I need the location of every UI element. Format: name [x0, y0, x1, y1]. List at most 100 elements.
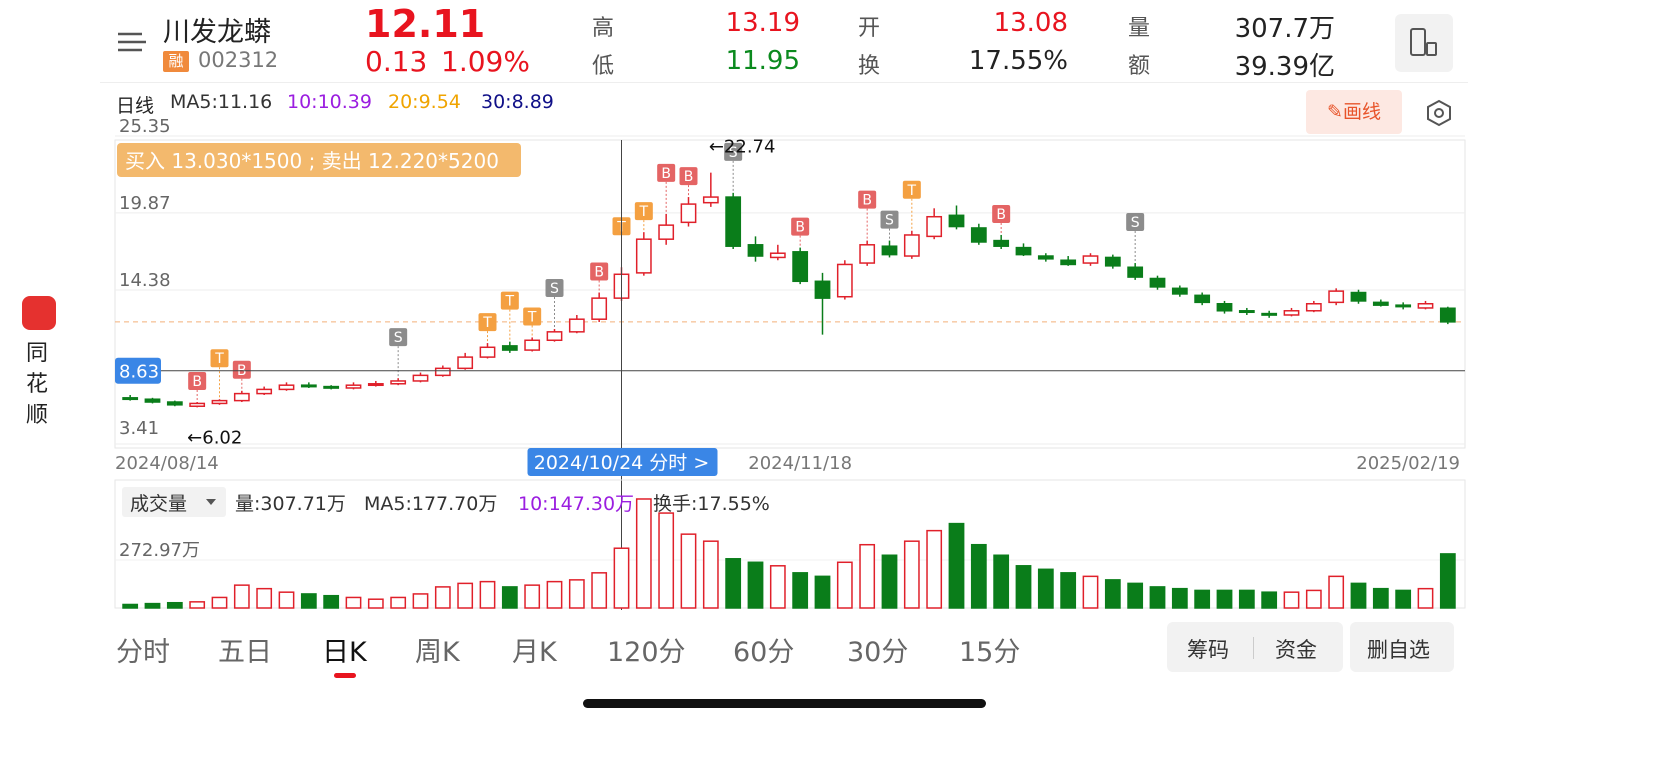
x-tick-label: 2025/02/19 [1356, 453, 1460, 474]
volume-bar [769, 565, 786, 609]
candle-body [859, 244, 876, 264]
marker [389, 328, 408, 347]
marker-label: B [684, 169, 694, 185]
volume-bar [1328, 575, 1345, 609]
candle-body [122, 397, 139, 401]
y-tick-label: 272.97万 [119, 540, 200, 561]
tab[interactable]: 月K [512, 637, 557, 668]
crosshair-price-box [115, 357, 161, 384]
volume-bar [1305, 589, 1322, 609]
candle-body [1439, 307, 1456, 323]
volume-bar [680, 533, 697, 609]
candle-body [367, 383, 384, 387]
button-bg [1350, 622, 1454, 672]
candle-body [1104, 256, 1121, 267]
marker [523, 307, 542, 326]
volume-bar [926, 529, 943, 609]
y-tick-label: 14.38 [119, 270, 171, 291]
marker-label: T [505, 294, 515, 310]
settings-icon[interactable] [1424, 98, 1454, 128]
volume-bar [278, 591, 295, 609]
home-indicator [583, 699, 986, 708]
button[interactable]: 资金 [1275, 638, 1317, 662]
tab[interactable]: 五日 [218, 637, 272, 668]
tab[interactable]: 120分 [607, 637, 686, 668]
volume-bar [412, 593, 429, 609]
candle-body [970, 227, 987, 243]
volume-stat: 换手:17.55% [653, 493, 770, 515]
field-label: 开 [858, 16, 881, 41]
candle-body [1238, 310, 1255, 314]
y-tick-label: 25.35 [119, 116, 171, 137]
tab[interactable]: 日K [322, 637, 367, 668]
candle-body [1037, 255, 1054, 260]
candle-body [658, 224, 675, 240]
volume-bar [501, 586, 518, 609]
divider [100, 82, 1468, 83]
draw-line-label: 画线 [1342, 101, 1381, 123]
marker [478, 313, 497, 332]
marker [545, 279, 564, 298]
marker-label: B [996, 207, 1006, 223]
marker [657, 163, 676, 182]
candle-body [233, 392, 250, 402]
volume-bar [1350, 582, 1367, 609]
volume-stat: 量:307.71万 [235, 493, 346, 515]
candle-body [479, 346, 496, 358]
volume-bar [1060, 572, 1077, 609]
volume-bar [367, 598, 384, 609]
candle-body [680, 203, 697, 224]
volume-bar [970, 543, 987, 609]
candle-body [948, 214, 965, 228]
volume-bar [211, 596, 228, 609]
candle-body [457, 356, 474, 370]
volume-bar [635, 498, 652, 609]
volume-bar [1283, 591, 1300, 609]
field-value: 11.95 [725, 46, 800, 76]
tab[interactable]: 30分 [847, 637, 909, 668]
candle-body [256, 388, 273, 395]
marker [210, 349, 229, 368]
trade-tip: 买入 13.030*1500 ; 卖出 12.220*5200 [125, 149, 499, 173]
candle-body [211, 399, 228, 405]
candle-body [1149, 277, 1166, 288]
marker [500, 291, 519, 310]
volume-bar [568, 579, 585, 609]
marker-label: T [639, 204, 649, 220]
tab[interactable]: 60分 [733, 637, 795, 668]
button[interactable]: 筹码 [1187, 638, 1229, 662]
volume-bar [1372, 587, 1389, 609]
marker [724, 142, 743, 161]
candle-body [993, 239, 1010, 247]
button[interactable]: 删自选 [1367, 638, 1430, 662]
marker-label: T [527, 309, 537, 325]
menu-icon[interactable] [116, 28, 148, 56]
marker-label: S [550, 281, 559, 297]
volume-bar [256, 587, 273, 609]
device-button[interactable] [1395, 14, 1453, 72]
period: 日线 [116, 95, 155, 117]
margin-tag: 融 [163, 51, 189, 72]
draw-line-button[interactable]: ✎画线 [1306, 90, 1402, 134]
volume-bar [457, 582, 474, 609]
candle-body [792, 251, 809, 283]
field-label: 额 [1128, 54, 1151, 79]
candle-body [1328, 290, 1345, 304]
marker-label: B [661, 166, 671, 182]
tab[interactable]: 15分 [959, 637, 1021, 668]
tab[interactable]: 周K [415, 637, 460, 668]
volume-bar [1127, 582, 1144, 609]
volume-stat: MA5:177.70万 [364, 493, 497, 515]
candle-body [1015, 246, 1032, 256]
volume-bar [836, 561, 853, 609]
volume-bar [1149, 586, 1166, 609]
button-group [1167, 622, 1343, 672]
field-label: 换 [858, 54, 881, 79]
tab[interactable]: 分时 [116, 637, 170, 668]
marker [791, 217, 810, 236]
marker [1126, 213, 1145, 232]
volume-bar [166, 601, 183, 609]
marker-label: T [214, 351, 224, 367]
volume-bar [814, 575, 831, 609]
